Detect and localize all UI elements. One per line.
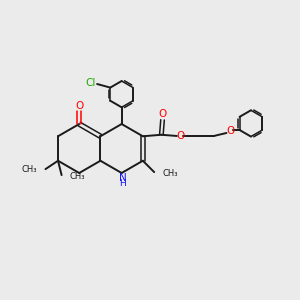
- Text: O: O: [226, 126, 235, 136]
- Text: CH₃: CH₃: [163, 169, 178, 178]
- Text: H: H: [119, 179, 126, 188]
- Text: CH₃: CH₃: [70, 172, 86, 181]
- Text: O: O: [158, 110, 167, 119]
- Text: O: O: [177, 131, 185, 141]
- Text: CH₃: CH₃: [21, 165, 37, 174]
- Text: O: O: [75, 101, 83, 111]
- Text: Cl: Cl: [85, 78, 96, 88]
- Text: N: N: [119, 173, 126, 183]
